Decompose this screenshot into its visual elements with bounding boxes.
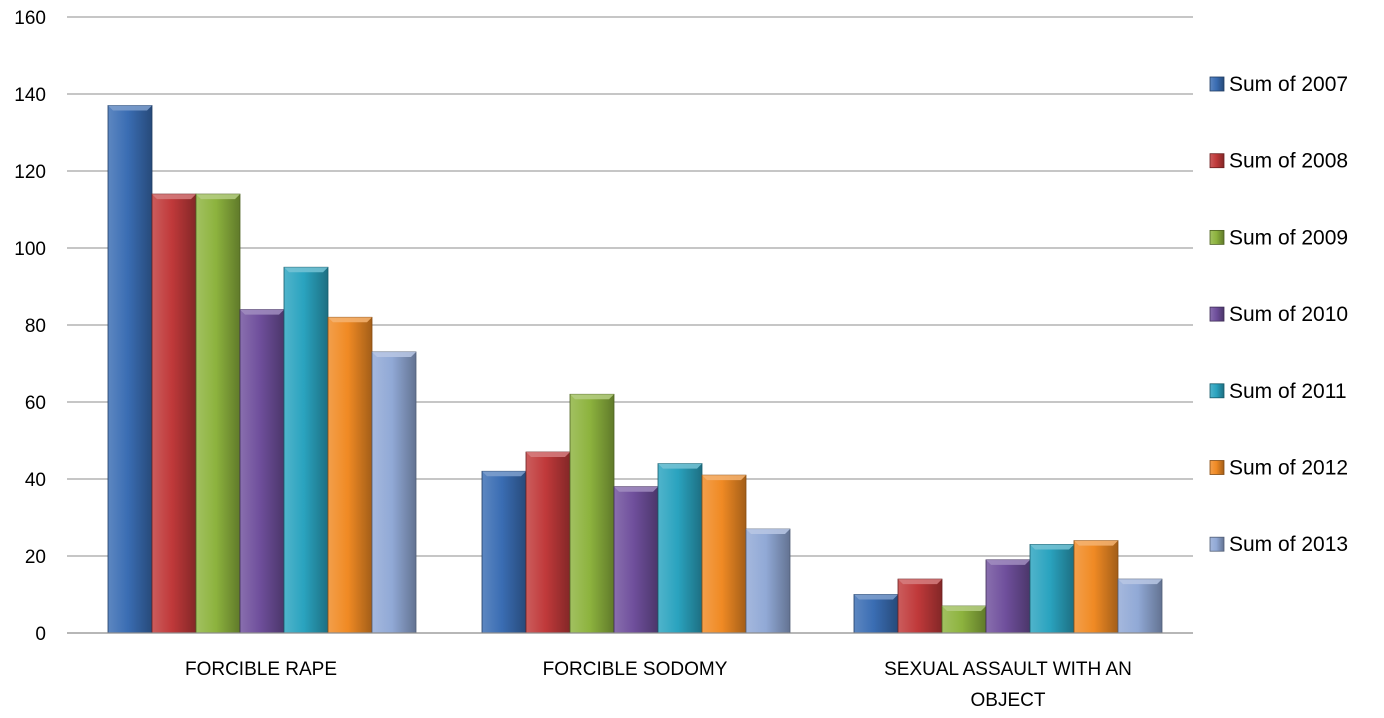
legend-label: Sum of 2012 — [1229, 457, 1348, 480]
bar — [371, 351, 417, 634]
bar — [239, 309, 285, 634]
bars — [107, 105, 1163, 634]
x-category-label: SEXUAL ASSAULT WITH AN OBJECT — [884, 659, 1132, 711]
legend-item: Sum of 2010 — [1209, 303, 1348, 326]
legend-item: Sum of 2011 — [1209, 380, 1347, 403]
legend-swatch — [1209, 153, 1225, 169]
legend-swatch — [1209, 306, 1225, 322]
legend-item: Sum of 2008 — [1209, 150, 1348, 173]
y-tick-label: 20 — [25, 547, 46, 568]
bar-bevel — [1118, 579, 1162, 585]
y-tick-label: 40 — [25, 470, 46, 491]
bar — [283, 266, 329, 634]
y-tick-label: 80 — [25, 316, 46, 337]
bar-bevel — [614, 486, 658, 492]
y-tick-label: 160 — [14, 8, 46, 29]
bar — [897, 578, 943, 634]
legend-label: Sum of 2011 — [1229, 380, 1347, 403]
legend-label: Sum of 2010 — [1229, 303, 1348, 326]
bar — [985, 559, 1031, 634]
bar-bevel — [284, 267, 328, 273]
bar-bevel — [196, 194, 240, 200]
bar-bevel — [746, 529, 790, 535]
x-category-label: FORCIBLE RAPE — [185, 659, 337, 680]
bar-bevel — [570, 394, 614, 400]
bar-bevel — [854, 594, 898, 600]
bar-bevel — [108, 105, 152, 111]
x-category-label: FORCIBLE SODOMY — [543, 659, 728, 680]
bar — [327, 316, 373, 634]
legend-label: Sum of 2008 — [1229, 150, 1348, 173]
bar — [1117, 578, 1163, 634]
bar — [481, 470, 527, 634]
legend-item: Sum of 2013 — [1209, 533, 1348, 556]
bar-bevel — [702, 475, 746, 481]
bar-bevel — [1074, 540, 1118, 546]
y-tick-label: 140 — [14, 85, 46, 106]
bar-bevel — [152, 194, 196, 200]
bar — [525, 451, 571, 634]
y-tick-label: 0 — [35, 624, 46, 645]
legend-swatch — [1209, 536, 1225, 552]
legend-item: Sum of 2007 — [1209, 73, 1348, 96]
legend-label: Sum of 2009 — [1229, 226, 1348, 249]
bar-bevel — [482, 471, 526, 477]
legend-swatch — [1209, 383, 1225, 399]
bar — [853, 594, 899, 634]
bar-bevel — [942, 606, 986, 612]
y-tick-label: 100 — [14, 239, 46, 260]
bar-bevel — [372, 351, 416, 357]
bar — [107, 105, 153, 634]
bar — [151, 193, 197, 634]
legend-label: Sum of 2013 — [1229, 533, 1348, 556]
bar — [701, 474, 747, 634]
bar — [1073, 540, 1119, 634]
legend-swatch — [1209, 229, 1225, 245]
y-tick-label: 120 — [14, 162, 46, 183]
bar-bevel — [328, 317, 372, 323]
y-axis-tick-labels: 0 20 40 60 80 100 120 140 160 — [14, 8, 46, 645]
legend-label: Sum of 2007 — [1229, 73, 1348, 96]
bar-bevel — [898, 579, 942, 585]
legend-swatch — [1209, 460, 1225, 475]
bar — [657, 463, 703, 634]
bar — [195, 193, 241, 634]
category-labels: FORCIBLE RAPE FORCIBLE SODOMY SEXUAL ASSAU… — [185, 659, 1132, 711]
bar-bevel — [240, 309, 284, 315]
bar — [613, 486, 659, 634]
legend-item: Sum of 2009 — [1209, 226, 1348, 249]
bar-bevel — [658, 463, 702, 469]
legend: Sum of 2007 Sum of 2008 Sum of 2009 Sum of … — [1209, 73, 1348, 556]
bar — [745, 528, 791, 634]
legend-item: Sum of 2012 — [1209, 457, 1348, 480]
bar-bevel — [526, 452, 570, 458]
legend-swatch — [1209, 76, 1225, 92]
bar — [569, 393, 615, 634]
bar-bevel — [986, 559, 1030, 565]
y-tick-label: 60 — [25, 393, 46, 414]
bar — [1029, 544, 1075, 634]
bar-bevel — [1030, 544, 1074, 550]
